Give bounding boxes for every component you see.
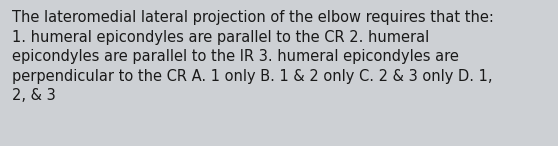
Text: The lateromedial lateral projection of the elbow requires that the:
1. humeral e: The lateromedial lateral projection of t… <box>12 10 494 104</box>
